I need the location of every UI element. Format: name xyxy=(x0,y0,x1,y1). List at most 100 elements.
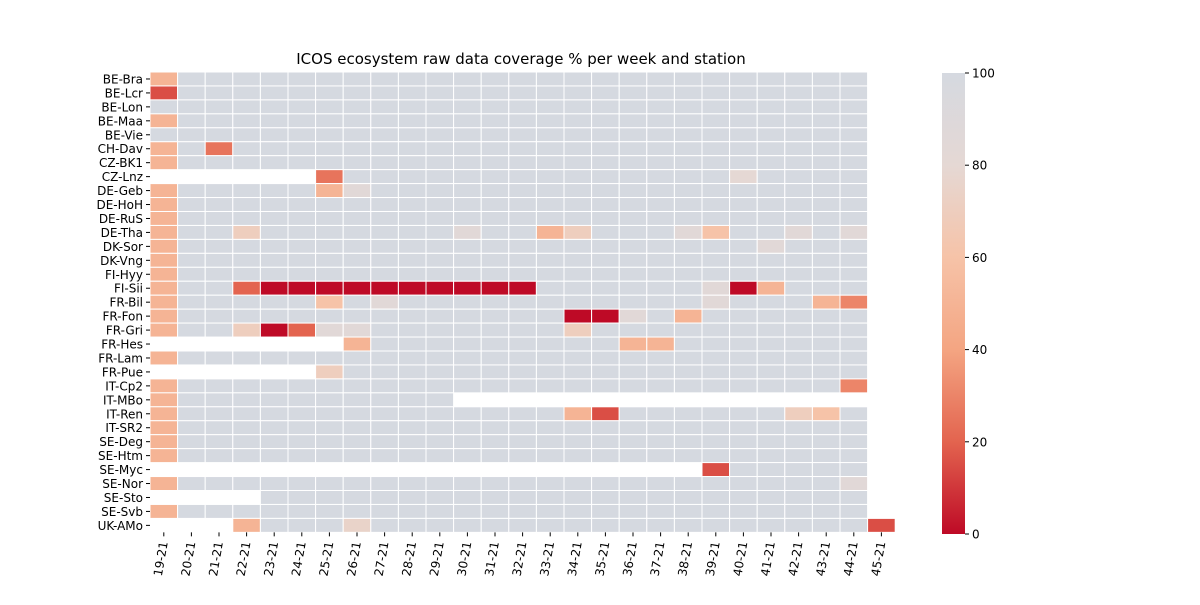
heatmap-cell xyxy=(232,322,261,338)
heatmap-cell xyxy=(839,378,869,394)
heatmap-cell xyxy=(618,280,648,296)
heatmap-cell xyxy=(480,197,510,213)
heatmap-cell xyxy=(287,434,317,450)
heatmap-cell xyxy=(756,294,786,310)
heatmap-cell xyxy=(839,183,869,199)
heatmap-cell xyxy=(480,322,510,338)
heatmap-cell xyxy=(315,448,344,464)
heatmap-cell xyxy=(453,238,482,254)
heatmap-cell xyxy=(397,322,427,338)
heatmap-cell xyxy=(425,406,455,422)
heatmap-cell xyxy=(591,127,620,143)
heatmap-cell xyxy=(425,503,455,519)
heatmap-cell xyxy=(811,462,841,478)
heatmap-cell xyxy=(811,420,841,436)
heatmap-cell xyxy=(453,183,482,199)
heatmap-cell xyxy=(315,490,344,505)
heatmap-cell xyxy=(729,336,758,352)
x-tick-label: 25-21 xyxy=(317,540,337,577)
heatmap-cell xyxy=(287,211,317,226)
heatmap-cell xyxy=(591,141,620,157)
heatmap-cell xyxy=(480,266,510,282)
heatmap-cell xyxy=(839,308,869,324)
heatmap-cell xyxy=(618,490,648,505)
heatmap-cell xyxy=(839,336,869,352)
heatmap-cell xyxy=(508,252,537,268)
heatmap-cell xyxy=(259,503,289,519)
heatmap-cell xyxy=(729,238,758,254)
heatmap-cell xyxy=(204,350,234,366)
heatmap-cell xyxy=(287,266,317,282)
heatmap-cell xyxy=(839,462,869,478)
heatmap-cell xyxy=(618,308,648,324)
heatmap-cell xyxy=(839,99,869,115)
heatmap-cell xyxy=(673,113,703,129)
y-tick-label: IT-SR2 xyxy=(105,421,143,435)
heatmap-cell xyxy=(701,266,731,282)
heatmap-cell xyxy=(453,85,482,101)
heatmap-cell xyxy=(177,280,206,296)
heatmap-cell xyxy=(591,378,620,394)
heatmap-cell xyxy=(508,238,537,254)
heatmap-cell xyxy=(729,308,758,324)
heatmap-cell xyxy=(259,517,289,533)
heatmap-cell xyxy=(646,99,675,115)
heatmap-cell xyxy=(204,113,234,129)
heatmap-cell xyxy=(673,322,703,338)
heatmap-cell xyxy=(370,476,399,491)
heatmap-cell xyxy=(397,336,427,352)
heatmap-cell xyxy=(315,155,344,171)
heatmap-cell xyxy=(149,155,179,171)
heatmap-cell xyxy=(232,127,261,143)
heatmap-cell xyxy=(149,113,179,129)
colorbar-tick-label: 100 xyxy=(972,67,995,81)
heatmap-cell xyxy=(232,280,261,296)
heatmap-cell xyxy=(673,448,703,464)
heatmap-cell xyxy=(756,99,786,115)
heatmap-cell xyxy=(673,378,703,394)
heatmap-cell xyxy=(232,294,261,310)
heatmap-cell xyxy=(204,155,234,171)
heatmap-cell xyxy=(701,155,731,171)
heatmap-cell xyxy=(508,183,537,199)
heatmap-cell xyxy=(232,476,261,491)
heatmap-cell xyxy=(563,71,593,87)
heatmap-cell xyxy=(342,238,372,254)
heatmap-cell xyxy=(204,378,234,394)
colorbar-tick-label: 80 xyxy=(972,159,987,173)
heatmap-cell xyxy=(811,197,841,213)
x-tick-label: 28-21 xyxy=(399,540,419,577)
heatmap-cell xyxy=(508,364,537,380)
heatmap-cell xyxy=(397,224,427,240)
heatmap-cell xyxy=(315,392,344,408)
heatmap-cell xyxy=(729,183,758,199)
heatmap-cell xyxy=(673,169,703,185)
heatmap-cell xyxy=(646,476,675,491)
heatmap-cell xyxy=(839,364,869,380)
heatmap-cell xyxy=(287,322,317,338)
heatmap-cell xyxy=(646,155,675,171)
heatmap-cell xyxy=(453,252,482,268)
heatmap-cell xyxy=(535,378,565,394)
heatmap-cell xyxy=(315,364,344,380)
heatmap-cell xyxy=(508,406,537,422)
y-tick-label: SE-Nor xyxy=(102,477,143,491)
heatmap-cell xyxy=(646,113,675,129)
heatmap-cell xyxy=(811,99,841,115)
heatmap-cell xyxy=(204,392,234,408)
heatmap-cell xyxy=(618,266,648,282)
heatmap-cell xyxy=(729,266,758,282)
heatmap-cell xyxy=(315,252,344,268)
heatmap-cell xyxy=(149,476,179,491)
heatmap-cell xyxy=(453,322,482,338)
heatmap-cell xyxy=(453,280,482,296)
heatmap-cell xyxy=(673,183,703,199)
heatmap-cell xyxy=(839,517,869,533)
heatmap-cell xyxy=(508,378,537,394)
heatmap-cell xyxy=(453,364,482,380)
heatmap-cell xyxy=(370,266,399,282)
heatmap-cell xyxy=(646,183,675,199)
heatmap-cell xyxy=(563,420,593,436)
heatmap-cell xyxy=(177,350,206,366)
heatmap-cell xyxy=(701,322,731,338)
